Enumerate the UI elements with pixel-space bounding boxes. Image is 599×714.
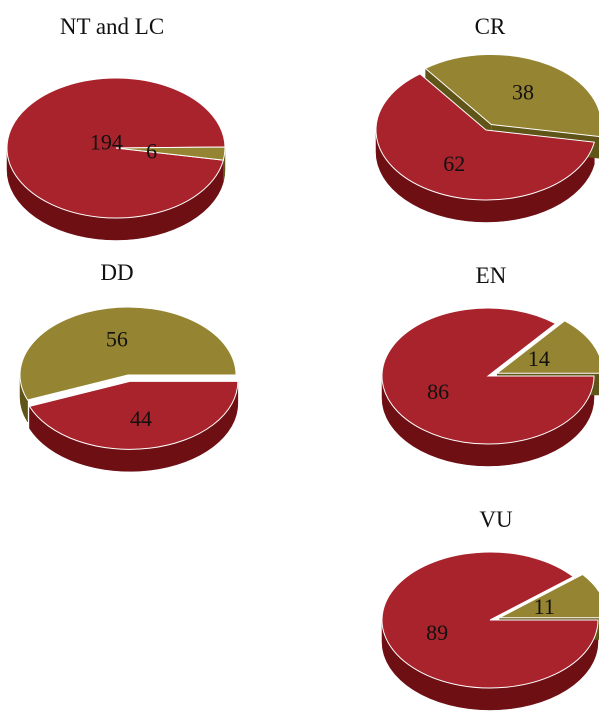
pie-title: NT and LC <box>60 14 164 39</box>
pie-slice <box>495 320 599 374</box>
pie-slice <box>115 146 226 161</box>
pie-chart-3: DD 44 56 <box>19 260 239 472</box>
pie-title: DD <box>100 260 133 285</box>
pie-slice <box>499 573 599 619</box>
pie-slice <box>375 73 595 201</box>
data-label: 86 <box>427 379 449 404</box>
data-label: 194 <box>90 130 123 155</box>
pie-chart-5: VU 89 11 <box>381 507 599 711</box>
pie-chart-1: NT and LC 194 6 <box>6 14 226 241</box>
pie-slice <box>381 307 595 445</box>
data-label: 14 <box>528 346 550 371</box>
data-label: 11 <box>534 594 555 619</box>
pie-slice <box>381 551 599 689</box>
pie-chart-4: EN 86 14 <box>381 263 599 467</box>
data-label: 6 <box>146 138 157 163</box>
data-label: 56 <box>106 326 128 351</box>
data-label: 44 <box>130 406 152 431</box>
pie-title: VU <box>479 507 513 532</box>
data-label: 89 <box>426 620 448 645</box>
data-label: 38 <box>512 80 534 105</box>
pie-slice <box>28 380 239 450</box>
pie-slice <box>19 306 237 401</box>
pie-title: CR <box>475 14 506 39</box>
pie-chart-2: CR 62 38 <box>375 14 599 223</box>
pie-slice <box>424 53 599 138</box>
pie-title: EN <box>476 263 507 288</box>
data-label: 62 <box>443 151 465 176</box>
